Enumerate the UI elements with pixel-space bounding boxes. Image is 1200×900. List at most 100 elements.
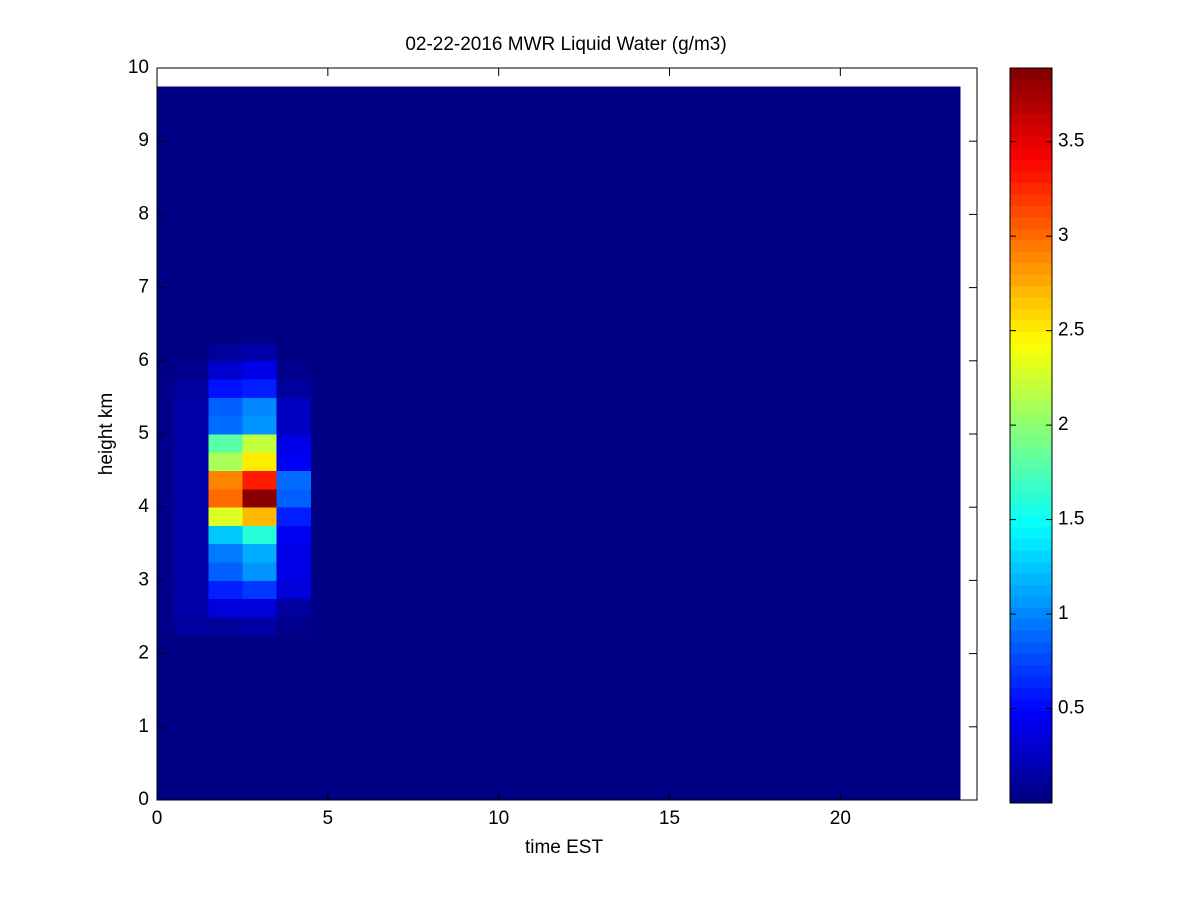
heatmap-cell	[379, 232, 414, 252]
heatmap-cell	[925, 781, 961, 801]
heatmap-cell	[174, 269, 209, 288]
heatmap-cell	[310, 726, 346, 746]
heatmap-cell	[276, 671, 312, 691]
x-tick-label: 20	[830, 808, 851, 829]
heatmap-cell	[276, 214, 312, 234]
heatmap-cell	[174, 214, 209, 234]
heatmap-cell	[652, 525, 687, 545]
heatmap-cell	[754, 434, 790, 453]
heatmap-cell	[344, 122, 380, 142]
heatmap-cell	[447, 708, 482, 728]
heatmap-cell	[618, 671, 653, 691]
heatmap-cell	[549, 360, 585, 380]
heatmap-cell	[686, 415, 722, 435]
heatmap-cell	[754, 617, 790, 636]
heatmap-cell	[857, 617, 892, 636]
heatmap-cell	[549, 269, 585, 288]
heatmap-cell	[310, 653, 346, 673]
heatmap-cell	[379, 305, 414, 325]
heatmap-cell	[481, 305, 517, 325]
heatmap-cell	[789, 342, 824, 362]
heatmap-cell	[891, 324, 927, 343]
heatmap-cell	[481, 598, 517, 618]
heatmap-cell	[618, 251, 653, 270]
heatmap-cell	[754, 287, 790, 307]
heatmap-cell	[174, 488, 209, 508]
heatmap-cell	[720, 287, 756, 307]
heatmap-cell	[549, 415, 585, 435]
heatmap-cell	[242, 763, 277, 783]
heatmap-cell	[157, 122, 175, 142]
heatmap-cell	[481, 379, 517, 398]
heatmap-cell	[242, 415, 277, 435]
heatmap-cell	[549, 342, 585, 362]
heatmap-cell	[447, 122, 482, 142]
heatmap-cell	[413, 196, 448, 215]
heatmap-cell	[857, 342, 892, 362]
heatmap-cell	[720, 708, 756, 728]
heatmap-cell	[652, 580, 687, 600]
heatmap-cell	[344, 379, 380, 398]
heatmap-cell	[584, 671, 619, 691]
heatmap-cell	[618, 397, 653, 417]
heatmap-cell	[549, 690, 585, 709]
heatmap-cell	[447, 251, 482, 270]
heatmap-cell	[823, 671, 858, 691]
heatmap-cell	[618, 690, 653, 709]
heatmap-cell	[618, 507, 653, 526]
heatmap-cell	[720, 726, 756, 746]
heatmap-cell	[379, 269, 414, 288]
heatmap-cell	[310, 617, 346, 636]
heatmap-cell	[447, 562, 482, 581]
heatmap-cell	[549, 397, 585, 417]
heatmap-cell	[754, 763, 790, 783]
heatmap-cell	[515, 452, 551, 471]
heatmap-cell	[174, 177, 209, 197]
heatmap-cell	[652, 159, 687, 179]
x-tick-label: 10	[488, 808, 509, 829]
heatmap-cell	[515, 269, 551, 288]
heatmap-cell	[925, 86, 961, 105]
heatmap-cell	[515, 763, 551, 783]
heatmap-cell	[754, 507, 790, 526]
colorbar	[1009, 67, 1053, 804]
heatmap-cell	[310, 543, 346, 563]
heatmap-cell	[379, 415, 414, 435]
heatmap-cell	[584, 287, 619, 307]
heatmap-cell	[891, 781, 927, 801]
heatmap-cell	[857, 379, 892, 398]
heatmap-cell	[447, 543, 482, 563]
heatmap-cell	[344, 177, 380, 197]
heatmap-cell	[157, 104, 175, 124]
heatmap-cell	[686, 470, 722, 490]
heatmap-cell	[754, 397, 790, 417]
heatmap-cell	[208, 287, 243, 307]
heatmap-cell	[754, 708, 790, 728]
heatmap-cell	[413, 726, 448, 746]
heatmap-cell	[413, 360, 448, 380]
y-tick-label: 4	[138, 496, 149, 517]
heatmap-cell	[242, 543, 277, 563]
heatmap-cell	[891, 763, 927, 783]
heatmap-cell	[652, 360, 687, 380]
heatmap-cell	[174, 305, 209, 325]
heatmap-cell	[447, 635, 482, 654]
heatmap-cell	[515, 86, 551, 105]
heatmap-cell	[618, 122, 653, 142]
heatmap-cell	[174, 525, 209, 545]
heatmap-cell	[157, 580, 175, 600]
colorbar-tick-label: 3	[1058, 225, 1069, 246]
heatmap-cell	[447, 232, 482, 252]
heatmap-cell	[447, 434, 482, 453]
heatmap-cell	[925, 177, 961, 197]
heatmap-cell	[242, 122, 277, 142]
heatmap-cell	[447, 159, 482, 179]
heatmap-cell	[584, 269, 619, 288]
heatmap-cell	[276, 122, 312, 142]
heatmap-cell	[515, 251, 551, 270]
heatmap-cell	[686, 305, 722, 325]
heatmap-cell	[584, 708, 619, 728]
heatmap-cell	[823, 690, 858, 709]
heatmap-cell	[379, 177, 414, 197]
heatmap-cell	[413, 251, 448, 270]
